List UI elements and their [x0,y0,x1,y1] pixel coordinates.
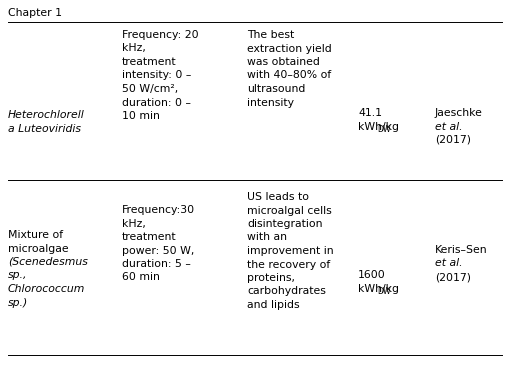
Text: US leads to: US leads to [246,192,308,202]
Text: power: 50 W,: power: 50 W, [122,246,194,256]
Text: ultrasound: ultrasound [246,84,305,94]
Text: kWh/kg: kWh/kg [357,123,398,132]
Text: kWh/kg: kWh/kg [357,285,398,294]
Text: extraction yield: extraction yield [246,44,331,53]
Text: 60 min: 60 min [122,273,159,282]
Text: (2017): (2017) [434,135,470,145]
Text: 50 W/cm²,: 50 W/cm², [122,84,178,94]
Text: kHz,: kHz, [122,218,146,229]
Text: DW: DW [377,287,390,296]
Text: was obtained: was obtained [246,57,319,67]
Text: Frequency: 20: Frequency: 20 [122,30,198,40]
Text: sp.,: sp., [8,270,27,280]
Text: et al.: et al. [434,259,462,268]
Text: Frequency:30: Frequency:30 [122,205,195,215]
Text: microalgae: microalgae [8,244,69,253]
Text: disintegration: disintegration [246,219,322,229]
Text: treatment: treatment [122,232,176,242]
Text: sp.): sp.) [8,297,28,308]
Text: duration: 0 –: duration: 0 – [122,97,191,108]
Text: carbohydrates: carbohydrates [246,287,325,297]
Text: duration: 5 –: duration: 5 – [122,259,190,269]
Text: The best: The best [246,30,294,40]
Text: Keris–Sen: Keris–Sen [434,245,487,255]
Text: and lipids: and lipids [246,300,299,310]
Text: intensity: 0 –: intensity: 0 – [122,71,191,80]
Text: DW: DW [377,124,390,133]
Text: Heterochlorell: Heterochlorell [8,110,84,120]
Text: Chlorococcum: Chlorococcum [8,284,85,294]
Text: the recovery of: the recovery of [246,259,330,270]
Text: et al.: et al. [434,121,462,132]
Text: improvement in: improvement in [246,246,333,256]
Text: 41.1: 41.1 [357,108,381,118]
Text: 1600: 1600 [357,270,385,280]
Text: with 40–80% of: with 40–80% of [246,71,331,80]
Text: (Scenedesmus: (Scenedesmus [8,257,88,267]
Text: (2017): (2017) [434,272,470,282]
Text: Jaeschke: Jaeschke [434,108,482,118]
Text: Mixture of: Mixture of [8,230,63,240]
Text: intensity: intensity [246,97,293,108]
Text: kHz,: kHz, [122,44,146,53]
Text: Chapter 1: Chapter 1 [8,8,62,18]
Text: proteins,: proteins, [246,273,294,283]
Text: a Luteoviridis: a Luteoviridis [8,123,81,133]
Text: microalgal cells: microalgal cells [246,206,331,215]
Text: treatment: treatment [122,57,176,67]
Text: with an: with an [246,232,287,243]
Text: 10 min: 10 min [122,111,159,121]
